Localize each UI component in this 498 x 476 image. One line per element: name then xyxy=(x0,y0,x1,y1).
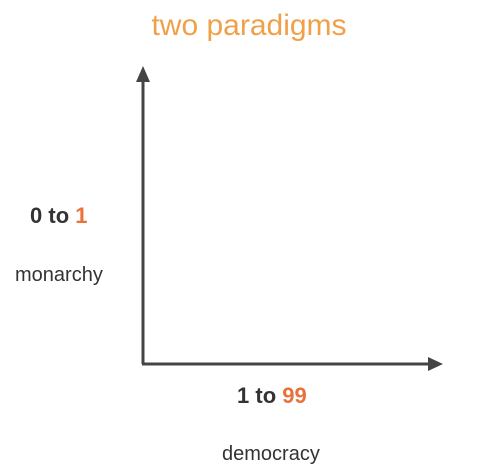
y-axis-caption: monarchy xyxy=(15,264,103,286)
x-ratio-connector: to xyxy=(249,383,283,408)
y-axis-arrowhead xyxy=(136,66,150,82)
x-axis-ratio: 1 to 99 xyxy=(237,383,307,409)
diagram-title: two paradigms xyxy=(151,9,347,42)
x-axis-arrowhead xyxy=(428,357,443,371)
x-ratio-start: 1 xyxy=(237,383,250,408)
y-ratio-start: 0 xyxy=(30,203,43,228)
x-axis-caption: democracy xyxy=(222,443,320,465)
y-ratio-connector: to xyxy=(42,203,76,228)
x-ratio-end: 99 xyxy=(282,383,307,408)
y-ratio-end: 1 xyxy=(75,203,88,228)
y-axis-ratio: 0 to 1 xyxy=(30,203,88,229)
